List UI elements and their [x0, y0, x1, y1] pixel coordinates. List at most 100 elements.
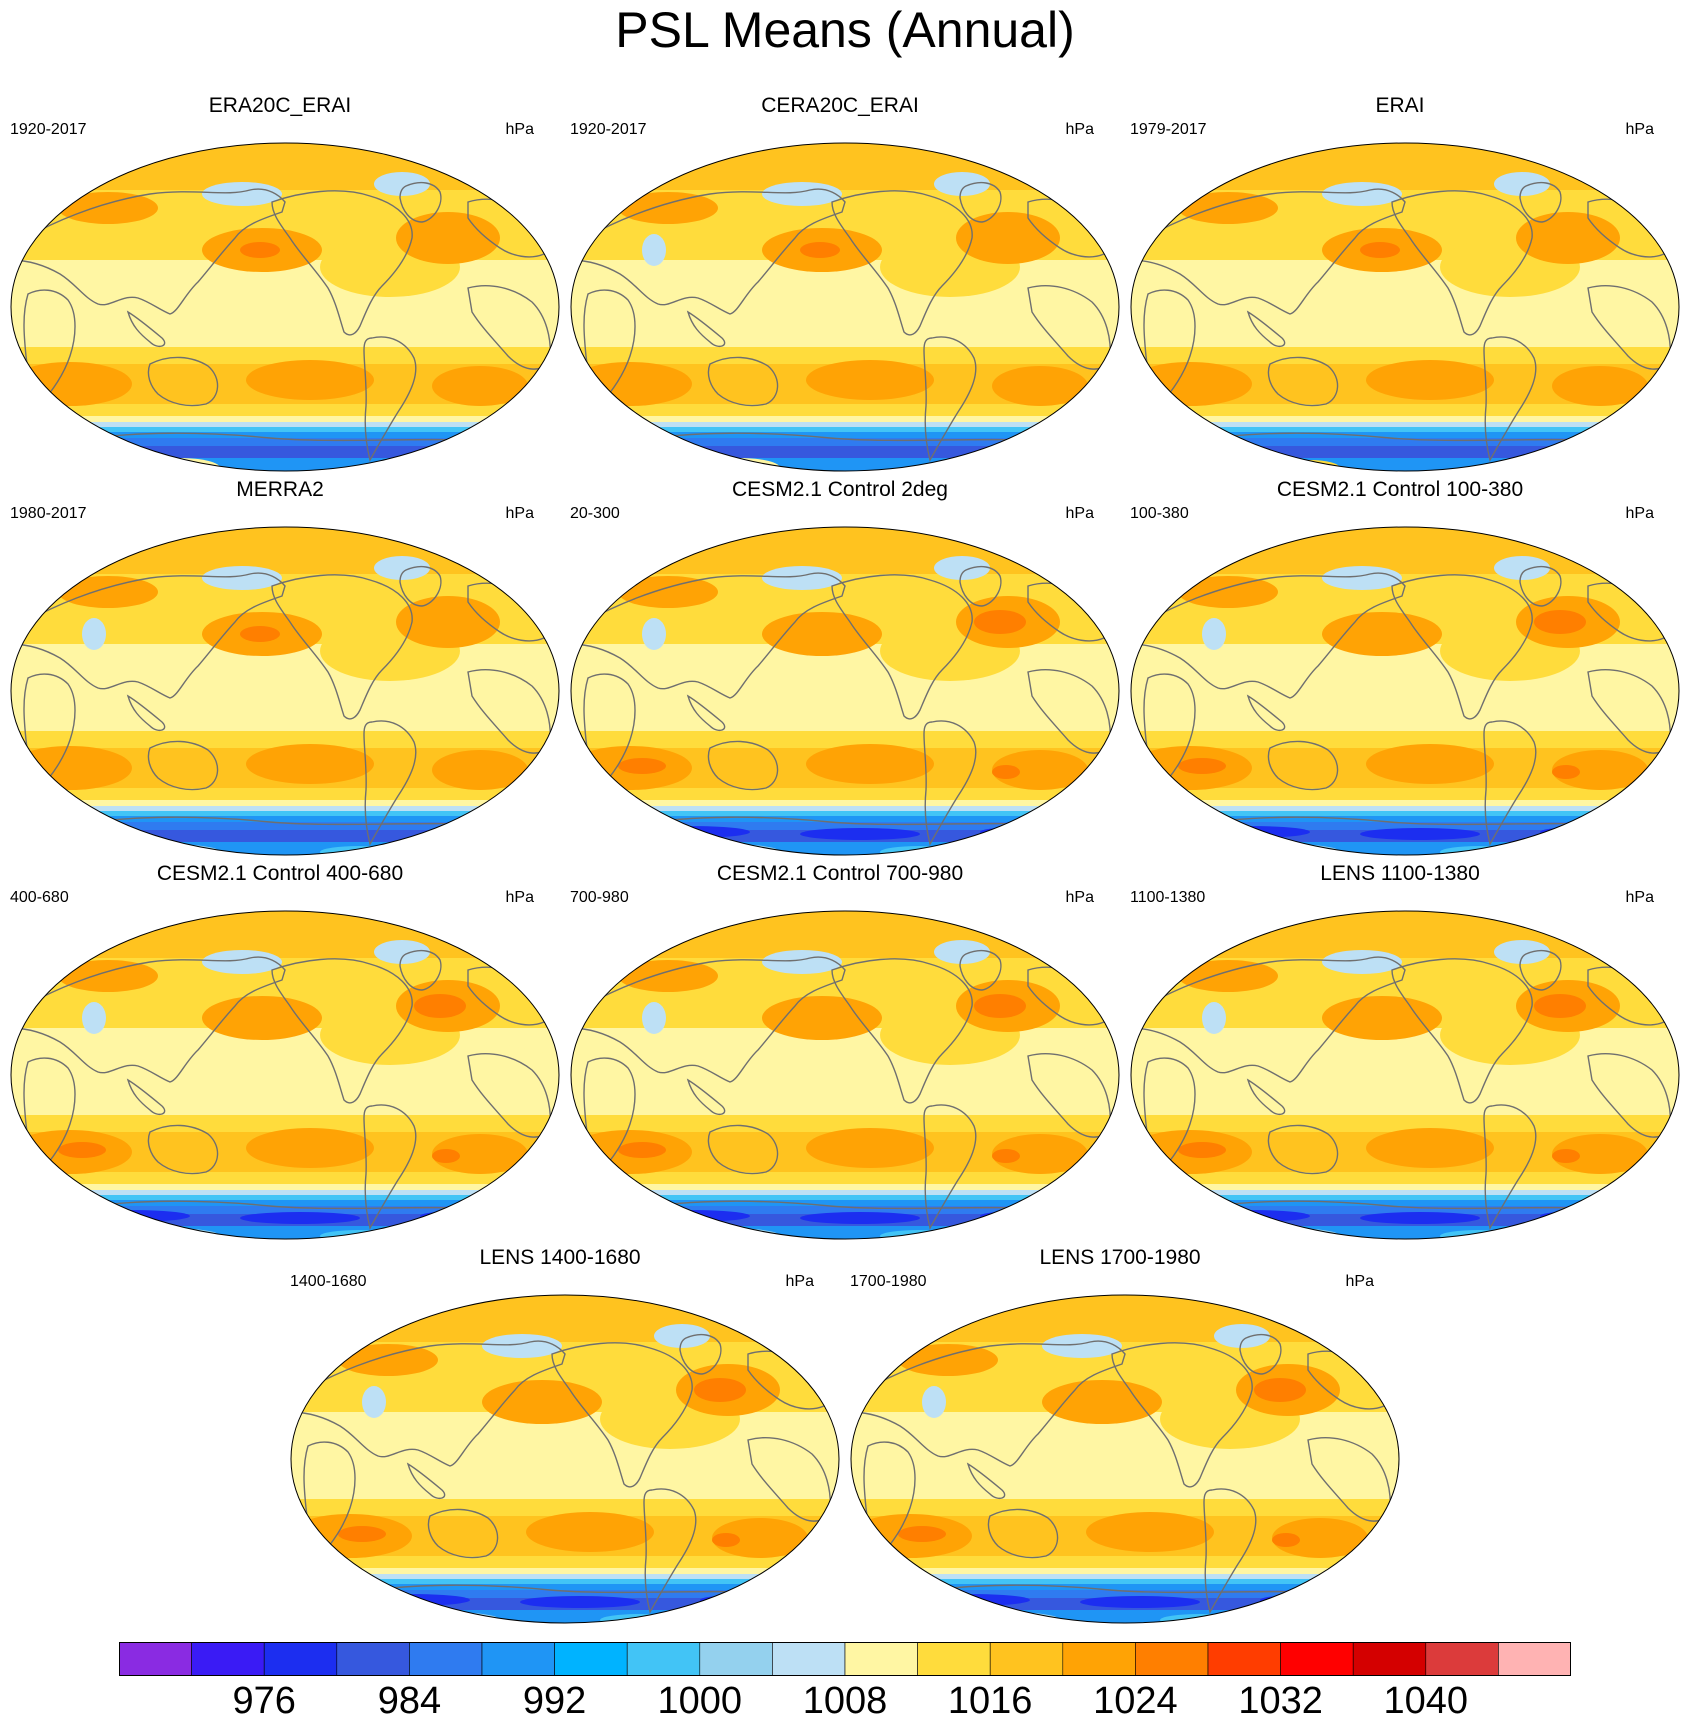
coastlines [291, 1333, 832, 1614]
coastline-samerica [923, 336, 977, 462]
colorbar-swatch [336, 1642, 410, 1676]
colorbar-swatch [699, 1642, 773, 1676]
panel-title: CERA20C_ERAI [761, 94, 919, 117]
coastline-namerica [551, 1342, 693, 1488]
coastline-greenland [679, 1333, 722, 1375]
colorbar-swatch [481, 1642, 555, 1676]
map-fill [1131, 527, 1679, 855]
panel-units: hPa [1625, 505, 1654, 522]
coastline-africa [23, 289, 76, 406]
panel-units: hPa [1065, 505, 1094, 522]
panel-period: 1920-2017 [10, 121, 87, 138]
map-panel: LENS 1700-1980 1700-1980 hPa [840, 1246, 1400, 1626]
coastline-antarcticaEdge [629, 1200, 1061, 1211]
coastline-samerica [923, 720, 977, 846]
coastline-namerica [271, 190, 413, 336]
coastline-australia [1267, 356, 1339, 407]
map-panel: CESM2.1 Control 700-980 700-980 hPa [560, 862, 1120, 1242]
map [570, 526, 1120, 856]
panel-units: hPa [505, 121, 534, 138]
panel-title: ERA20C_ERAI [208, 94, 352, 117]
coastline-seasia [126, 694, 166, 732]
map-fill [1131, 911, 1679, 1239]
panel-period: 400-680 [10, 889, 69, 906]
coastlines [851, 1333, 1392, 1614]
panel-title: LENS 1100-1380 [1320, 862, 1480, 885]
coastline-antarcticaEdge [69, 432, 501, 443]
map-panel: CESM2.1 Control 400-680 400-680 hPa [0, 862, 560, 1242]
coastline-antarcticaEdge [1189, 432, 1621, 443]
map [570, 142, 1120, 472]
colorbar-swatch [119, 1642, 192, 1676]
coastline-eurasia [851, 1340, 1126, 1467]
coastline-antarcticaEdge [69, 816, 501, 827]
map [290, 1294, 840, 1624]
map [10, 910, 560, 1240]
panel-period: 1920-2017 [570, 121, 647, 138]
coastline-greenland [959, 949, 1002, 991]
coastline-africa [863, 1441, 916, 1558]
panel-units: hPa [1345, 1273, 1374, 1290]
colorbar-swatch [626, 1642, 701, 1676]
map-border [570, 526, 1120, 856]
map-fill [571, 143, 1119, 471]
colorbar-swatch [263, 1642, 338, 1676]
coastline-antarcticaEdge [1189, 816, 1621, 827]
panel-period: 1980-2017 [10, 505, 87, 522]
coastline-namerica [831, 190, 973, 336]
coastline-africa [583, 1057, 636, 1174]
colorbar-swatch [772, 1642, 846, 1676]
map [850, 1294, 1400, 1624]
coastline-samerica [363, 720, 417, 846]
coastline-africa [23, 673, 76, 790]
panel-title: CESM2.1 Control 700-980 [716, 862, 964, 885]
panel-title: CESM2.1 Control 2deg [732, 478, 948, 501]
coastline-greenland [399, 565, 442, 607]
coastline-africa [303, 1441, 356, 1558]
colorbar-swatch [554, 1642, 628, 1676]
map-border [850, 1294, 1400, 1624]
map-border [1130, 142, 1680, 472]
coastline-greenland [959, 565, 1002, 607]
colorbar-swatch [409, 1642, 483, 1676]
panel-period: 100-380 [1130, 505, 1189, 522]
coastline-eurasia [11, 572, 286, 699]
coastline-eurasia [11, 188, 286, 315]
coastline-australia [1267, 1124, 1339, 1175]
coastline-eurasia [571, 956, 846, 1083]
map-panel: LENS 1100-1380 1100-1380 hPa [1120, 862, 1680, 1242]
map-panel: LENS 1400-1680 1400-1680 hPa [280, 1246, 840, 1626]
map [1130, 142, 1680, 472]
coastline-greenland [1519, 181, 1562, 223]
map [1130, 526, 1680, 856]
map-fill [291, 1295, 839, 1623]
colorbar-label: 976 [232, 1680, 296, 1722]
map-panel: CERA20C_ERAI 1920-2017 hPa [560, 94, 1120, 474]
colorbar-label: 1032 [1238, 1680, 1323, 1722]
map-panel: CESM2.1 Control 2deg 20-300 hPa [560, 478, 1120, 858]
map-fill [11, 527, 559, 855]
panel-title: ERAI [1375, 94, 1425, 117]
panel-period: 700-980 [570, 889, 629, 906]
coastline-greenland [1519, 949, 1562, 991]
map-border [10, 910, 560, 1240]
coastline-samerica [643, 1488, 697, 1614]
coastline-greenland [399, 181, 442, 223]
coastline-australia [1267, 740, 1339, 791]
coastline-seasia [686, 1078, 726, 1116]
coastline-samerica [1203, 1488, 1257, 1614]
coastline-namerica [1391, 574, 1533, 720]
coastline-greenland [1239, 1333, 1282, 1375]
map-panel: CESM2.1 Control 100-380 100-380 hPa [1120, 478, 1680, 858]
coastline-seasia [1246, 1078, 1286, 1116]
coastline-antarcticaEdge [1189, 1200, 1621, 1211]
coastlines [11, 565, 552, 846]
colorbar-swatch [1280, 1642, 1354, 1676]
coastline-australia [147, 356, 219, 407]
coastline-seasia [126, 310, 166, 348]
coastline-samerica [363, 336, 417, 462]
coastline-samerica [1483, 720, 1537, 846]
panel-units: hPa [1065, 889, 1094, 906]
panel-title: MERRA2 [236, 478, 324, 501]
map-border [570, 910, 1120, 1240]
